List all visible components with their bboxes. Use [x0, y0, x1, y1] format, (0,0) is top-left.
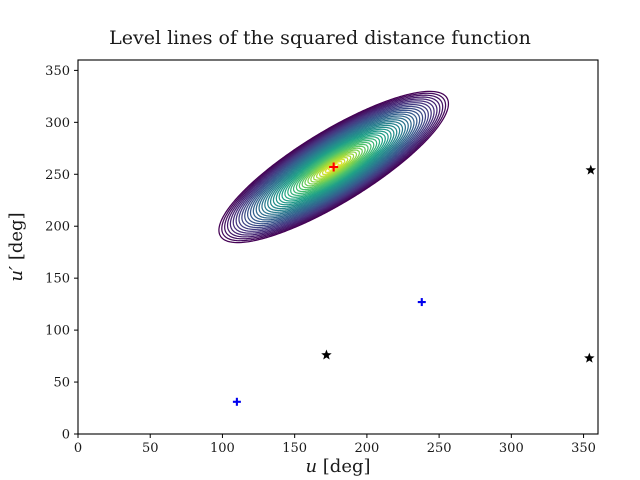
contour-line	[287, 136, 381, 198]
x-tick-label: 350	[571, 441, 596, 456]
contour-line	[244, 107, 424, 227]
contour-line	[267, 122, 401, 212]
marker-candidate-1	[232, 397, 241, 406]
y-axis-ticks: 0 50 100 150 200 250 300 350	[45, 64, 78, 443]
contour-line	[318, 157, 349, 177]
contour-line	[301, 145, 366, 189]
contour-lines	[218, 90, 450, 244]
y-tick-label: 0	[62, 428, 70, 443]
contour-line	[272, 126, 395, 208]
y-tick-label: 50	[53, 376, 70, 391]
contour-line	[218, 90, 450, 244]
contour-line	[261, 119, 406, 215]
x-tick-label: 250	[427, 441, 452, 456]
svg-text:u′ [deg]: u′ [deg]	[6, 212, 27, 281]
contour-line	[232, 100, 435, 234]
y-tick-label: 300	[45, 116, 70, 131]
x-tick-label: 300	[499, 441, 524, 456]
contour-line	[226, 96, 441, 238]
star-icon	[321, 349, 332, 360]
contour-line	[241, 105, 427, 229]
contour-line	[281, 132, 386, 202]
y-tick-label: 350	[45, 64, 70, 79]
y-tick-label: 150	[45, 272, 70, 287]
x-axis-ticks: 0 50 100 150 200 250 300 350	[74, 434, 596, 456]
marker-global-minimum	[329, 162, 339, 172]
axes-frame	[77, 59, 599, 435]
x-tick-label: 150	[282, 441, 307, 456]
contour-line	[298, 143, 369, 191]
y-axis-label: u′ [deg]	[6, 212, 27, 281]
y-tick-label: 100	[45, 324, 70, 339]
y-tick-label: 200	[45, 220, 70, 235]
contour-line	[292, 139, 375, 195]
x-tick-label: 0	[74, 441, 82, 456]
contour-line	[284, 134, 384, 200]
contour-line	[238, 104, 429, 230]
star-icon	[584, 352, 595, 363]
contour-line	[310, 151, 358, 183]
contour-line	[290, 138, 378, 196]
contour-line	[235, 102, 432, 232]
x-tick-label: 100	[210, 441, 235, 456]
contour-line	[229, 98, 438, 236]
data-markers	[232, 162, 597, 406]
svg-text:u [deg]: u [deg]	[305, 456, 370, 477]
contour-line	[313, 153, 355, 181]
x-axis-label: u [deg]	[305, 456, 370, 477]
contour-line	[307, 149, 361, 185]
contour-line	[295, 141, 372, 193]
contour-line	[278, 130, 389, 204]
contour-line	[258, 117, 409, 217]
x-tick-label: 50	[142, 441, 159, 456]
contour-line	[304, 147, 363, 187]
star-icon	[585, 164, 597, 175]
contour-line	[315, 155, 352, 179]
contour-line	[224, 94, 444, 240]
page-title: Level lines of the squared distance func…	[109, 27, 531, 49]
marker-reference-3	[584, 352, 595, 363]
contour-line	[255, 115, 412, 219]
contour-line	[247, 109, 421, 225]
y-tick-label: 250	[45, 168, 70, 183]
contour-line	[269, 124, 398, 210]
contour-line	[275, 128, 392, 206]
marker-candidate-2	[417, 298, 426, 307]
x-tick-label: 200	[354, 441, 379, 456]
marker-reference-2	[585, 164, 597, 175]
contour-line	[252, 113, 415, 221]
contour-line	[221, 92, 447, 242]
contour-line	[249, 111, 418, 223]
marker-reference-1	[321, 349, 332, 360]
contour-line	[264, 121, 404, 213]
